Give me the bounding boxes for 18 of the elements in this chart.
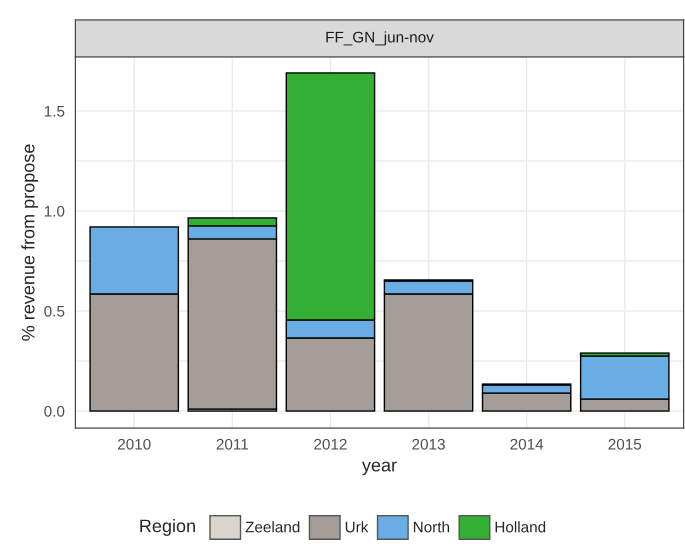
y-tick-label: 0.5 [44,306,64,317]
legend-label: Zeeland [246,521,300,532]
y-tick-label: 1.0 [44,206,64,217]
legend-label: Urk [346,521,368,532]
legend-label: North [414,521,450,532]
x-tick-label: 2012 [314,438,347,450]
x-tick-label: 2015 [608,438,642,450]
y-tick-label: 0.0 [44,406,64,417]
y-tick-label: 1.5 [44,106,64,117]
x-tick-label: 2011 [216,438,248,450]
x-tick-label: 2014 [510,438,544,450]
y-axis-title: % revenue from propose [21,144,38,341]
legend-title: Region [140,519,195,536]
chart-title: FF_GN_jun-nov [326,31,434,46]
x-tick-label: 2013 [412,438,445,450]
x-axis-title: year [362,462,397,476]
legend-label: Holland [496,521,546,532]
x-tick-label: 2010 [118,438,151,450]
